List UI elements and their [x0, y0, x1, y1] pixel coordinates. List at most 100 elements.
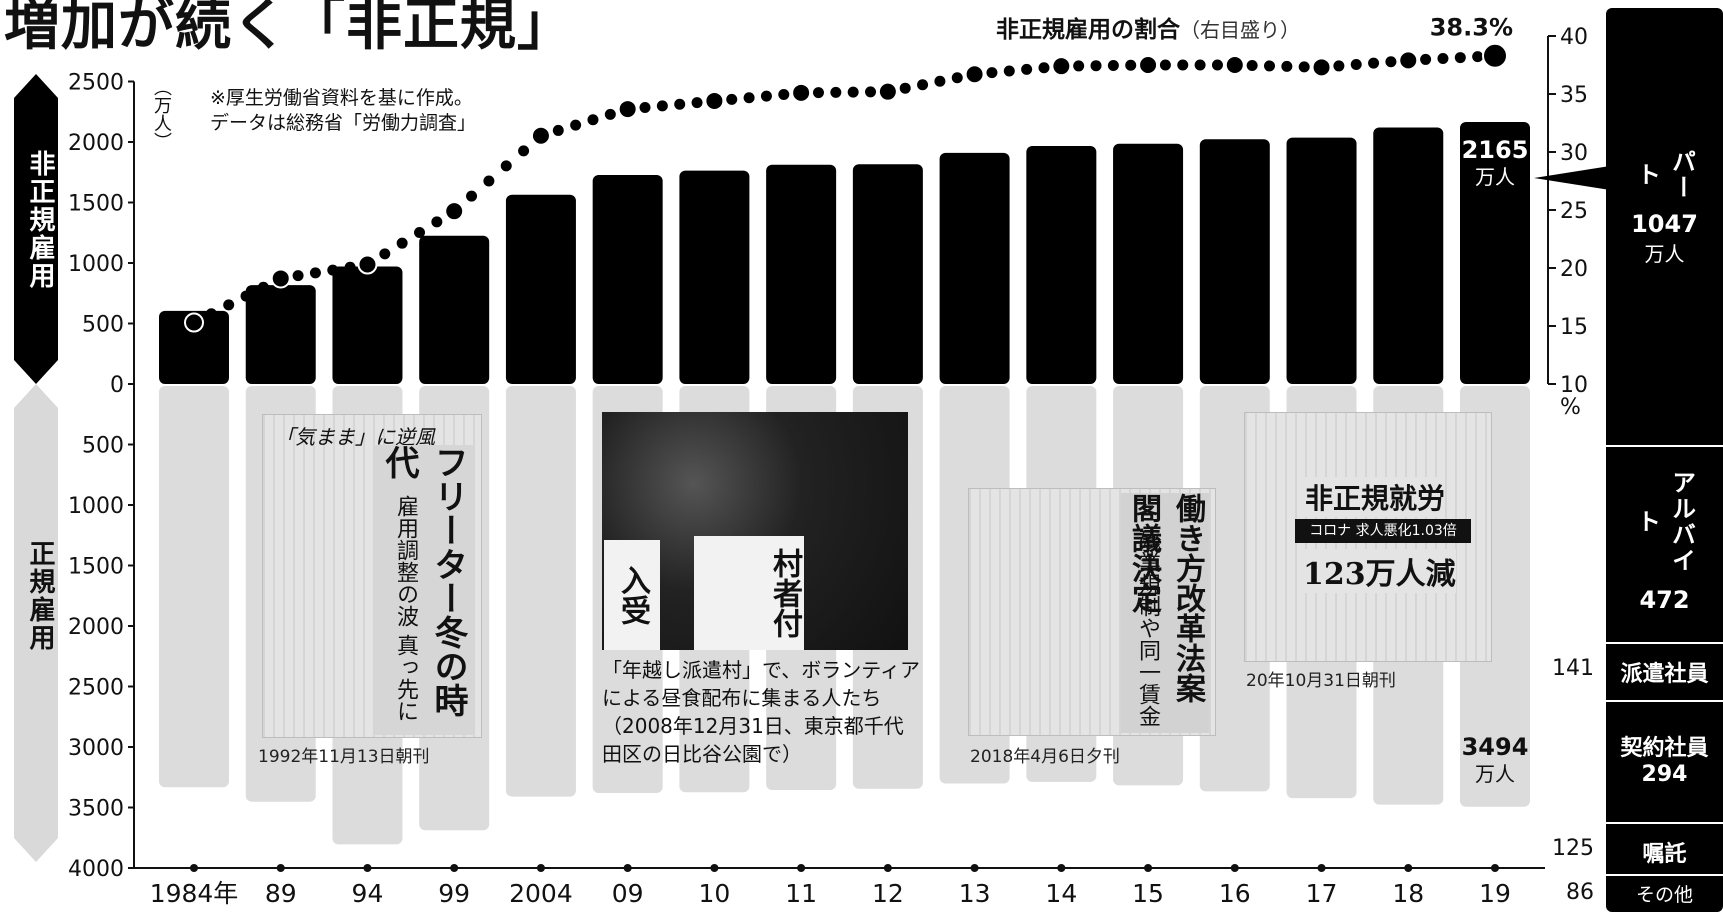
clip4-date: 20年10月31日朝刊 — [1246, 671, 1396, 691]
breakdown-keiyaku-label: 契約社員 — [1620, 736, 1709, 761]
rate-line-dot — [223, 299, 235, 311]
rate-line-dot — [899, 82, 911, 94]
x-tick-dot — [1230, 864, 1239, 872]
newspaper-clip-1992: 「気まま」に逆風 フリーター冬の時代 雇用調整の波 真っ先に — [262, 414, 482, 738]
x-tick-label: 18 — [1392, 879, 1424, 908]
clip3-big-headline: 働き方改革法案 閣議決定 — [1121, 493, 1209, 733]
rate-point — [357, 254, 378, 275]
rate-line-dot — [1298, 61, 1310, 73]
rate-line-dot — [639, 101, 651, 113]
rate-line-dot — [656, 100, 668, 112]
clip4-big-headline: 123万人減 — [1303, 549, 1456, 593]
photo-caption: 「年越し派遣村」で、ボランティアによる昼食配布に集まる人たち（2008年12月3… — [602, 658, 920, 766]
x-tick-dot — [276, 864, 285, 872]
rate-legend-label: 非正規雇用の割合（右目盛り） — [996, 10, 1300, 44]
rate-line-dot — [830, 86, 842, 98]
bar-nonregular — [939, 152, 1010, 384]
left-tick-label-bottom: 500 — [82, 434, 124, 459]
x-tick-label: 11 — [785, 879, 817, 908]
rate-line-dot — [917, 79, 929, 91]
breakdown-rule-3 — [1606, 700, 1723, 702]
rate-line-dot — [1194, 59, 1206, 71]
photo-sign-left: 入受 — [604, 540, 660, 650]
rate-line-dot — [240, 290, 252, 302]
left-tick-label-top: 1500 — [68, 192, 124, 217]
right-tick-label: 10 — [1560, 373, 1588, 398]
breakdown-rule-2 — [1606, 642, 1723, 644]
x-tick-label: 17 — [1306, 879, 1338, 908]
right-tick-label: 20 — [1560, 257, 1588, 282]
rate-line-dot — [344, 261, 356, 273]
lower-axis-label: 正規雇用 — [25, 540, 55, 652]
rate-line-dot — [1021, 63, 1033, 75]
breakdown-sidebar — [1606, 8, 1723, 912]
left-tick-label-bottom: 3500 — [68, 797, 124, 822]
x-tick-dot — [1404, 864, 1413, 872]
left-tick-label-top: 500 — [82, 313, 124, 338]
left-tick-label-bottom: 1500 — [68, 555, 124, 580]
clip1-sub-headline: 雇用調整の波 真っ先に — [393, 495, 418, 722]
rate-line-dot — [743, 92, 755, 104]
bar-nonregular — [159, 310, 229, 384]
clip1-date: 1992年11月13日朝刊 — [258, 747, 430, 767]
left-tick-label-bottom: 2000 — [68, 615, 124, 640]
x-tick-dot — [1057, 864, 1066, 872]
rate-line-dot — [1263, 60, 1275, 72]
left-tick-label-bottom: 2500 — [68, 676, 124, 701]
rate-line-dot — [1177, 59, 1189, 71]
bar-nonregular — [1373, 127, 1444, 384]
rate-line-dot — [1437, 53, 1449, 65]
photo-sign-right: 村者付 — [694, 536, 804, 650]
bar-nonregular — [245, 285, 316, 384]
clip3-sub-headline: 残業規制や同一賃金 — [1135, 529, 1160, 727]
rate-point — [617, 99, 638, 120]
newspaper-clip-2020: 非正規就労 コロナ 求人悪化1.03倍 123万人減 — [1244, 412, 1492, 662]
rate-line-dot — [1350, 59, 1362, 71]
breakdown-rule-5 — [1606, 874, 1723, 876]
rate-point — [877, 81, 898, 102]
newspaper-clip-2018: 働き方改革法案 閣議決定 残業規制や同一賃金 — [968, 488, 1216, 736]
x-tick-dot — [450, 864, 459, 872]
x-tick-label: 94 — [352, 879, 384, 908]
x-tick-label: 09 — [612, 879, 644, 908]
clip4-band: コロナ 求人悪化1.03倍 — [1295, 519, 1471, 543]
x-tick-dot — [536, 864, 545, 872]
rate-point — [964, 64, 985, 85]
bar-regular — [505, 386, 576, 797]
rate-line-dot — [1281, 60, 1293, 72]
rate-line-dot — [1368, 57, 1380, 69]
rate-label-text: 非正規雇用の割合 — [996, 17, 1180, 43]
x-tick-dot — [883, 864, 892, 872]
right-tick-label: 25 — [1560, 199, 1588, 224]
rate-line-dot — [552, 124, 564, 136]
left-tick-label-bottom: 1000 — [68, 494, 124, 519]
rate-line-dot — [483, 175, 495, 187]
breakdown-arbeit-value: 472 — [1639, 586, 1690, 614]
rate-line-dot — [570, 119, 582, 131]
breakdown-keiyaku-value: 294 — [1641, 762, 1688, 787]
rate-label-sub: （右目盛り） — [1180, 18, 1300, 42]
rate-line-dot — [1125, 59, 1137, 71]
breakdown-shokutaku: 嘱託 — [1606, 836, 1723, 868]
sidebar-pointer — [1534, 166, 1610, 190]
breakdown-part: パート 1047 万人 — [1606, 140, 1723, 300]
x-tick-label: 10 — [698, 879, 730, 908]
breakdown-sonota: その他 — [1606, 880, 1723, 907]
rate-line-dot — [309, 267, 321, 279]
breakdown-haken-value: 141 — [1552, 656, 1594, 681]
chart-title: 増加が続く「非正規」 — [4, 0, 574, 58]
bar-nonregular — [1286, 137, 1357, 384]
x-tick-label: 2004 — [509, 879, 573, 908]
breakdown-rule-1 — [1606, 445, 1723, 447]
x-tick-label: 12 — [872, 879, 904, 908]
rate-line-dot — [292, 270, 304, 282]
bar-nonregular — [505, 194, 576, 384]
rate-point — [1051, 56, 1072, 77]
bar-nonregular — [419, 235, 490, 384]
x-tick-label: 89 — [265, 879, 297, 908]
rate-line-dot — [691, 97, 703, 109]
upper-axis-label: 非正規雇用 — [25, 150, 55, 290]
rate-line-dot — [847, 86, 859, 98]
left-tick-label-top: 1000 — [68, 252, 124, 277]
